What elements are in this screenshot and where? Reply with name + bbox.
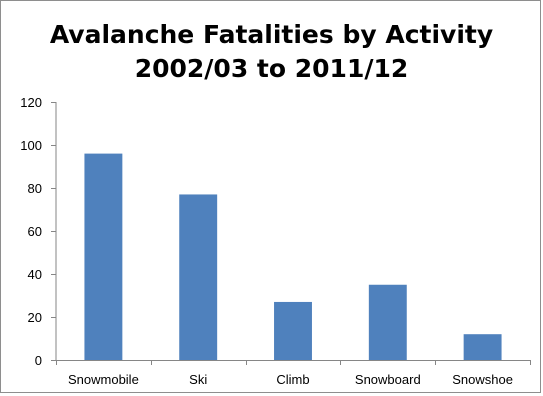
y-tick-label: 80 — [28, 181, 42, 196]
y-tick-label: 100 — [20, 138, 42, 153]
x-tick-label: Snowshoe — [452, 372, 513, 387]
chart-title-line: Avalanche Fatalities by Activity — [49, 20, 494, 49]
bar-snowmobile — [84, 153, 123, 360]
bars — [84, 153, 502, 360]
bar-climb — [274, 301, 312, 360]
y-tick-label: 120 — [20, 95, 42, 110]
y-tick-label: 60 — [28, 224, 42, 239]
y-tick-label: 0 — [35, 353, 42, 368]
y-tick-label: 20 — [28, 310, 42, 325]
bar-snowboard — [368, 284, 407, 360]
chart-subtitle: 2002/03 to 2011/12 — [134, 54, 409, 83]
x-axis: Snowmobile Ski Climb Snowboard Snowshoe — [56, 360, 531, 387]
y-axis: 0 20 40 60 80 100 120 — [20, 95, 57, 368]
x-tick-label: Snowmobile — [68, 372, 139, 387]
x-tick-label: Climb — [276, 372, 309, 387]
bar-ski — [179, 194, 218, 360]
bar-snowshoe — [463, 334, 502, 360]
y-tick-label: 40 — [28, 267, 42, 282]
x-tick-label: Ski — [189, 372, 207, 387]
x-tick-label: Snowboard — [355, 372, 421, 387]
chart-title: Avalanche Fatalities by Activity 2002/03… — [0, 18, 543, 86]
